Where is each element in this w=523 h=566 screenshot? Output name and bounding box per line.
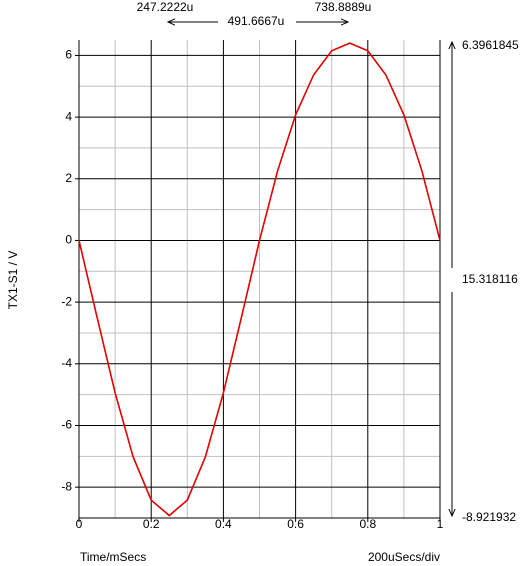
x-axis-label: Time/mSecs xyxy=(80,550,146,564)
data-line xyxy=(78,42,441,517)
x-tick-label: 0.8 xyxy=(359,517,376,531)
cursor-dx: 491.6667u xyxy=(228,14,285,28)
x-tick-label: 0.6 xyxy=(287,517,304,531)
x-scale-label: 200uSecs/div xyxy=(368,550,440,564)
y-tick-label: -4 xyxy=(61,356,72,370)
cursor-ytop: 6.3961845 xyxy=(462,38,519,52)
x-tick-label: 0.2 xyxy=(143,517,160,531)
y-tick-label: -8 xyxy=(61,479,72,493)
y-tick-label: 6 xyxy=(65,48,72,62)
x-tick-label: 0.4 xyxy=(215,517,232,531)
x-tick-label: 1 xyxy=(437,517,444,531)
y-tick-label: 2 xyxy=(65,171,72,185)
cursor-ybottom: -8.921932 xyxy=(462,510,516,524)
cursor-x2: 738.8889u xyxy=(315,0,372,14)
cursor-dy: 15.318116 xyxy=(462,272,518,286)
y-tick-label: -6 xyxy=(61,418,72,432)
y-tick-label: -2 xyxy=(61,294,72,308)
y-tick-label: 4 xyxy=(65,109,72,123)
y-axis-label: TX1-S1 / V xyxy=(6,251,20,310)
cursor-x1: 247.2222u xyxy=(137,0,194,14)
x-tick-label: 0 xyxy=(76,517,83,531)
y-tick-label: 0 xyxy=(65,233,72,247)
